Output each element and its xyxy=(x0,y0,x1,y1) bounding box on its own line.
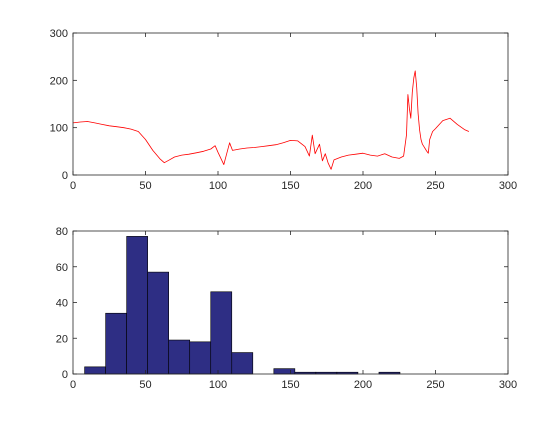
line-plot-x-tick-label: 200 xyxy=(354,180,372,192)
histogram-y-tick-label: 0 xyxy=(62,369,68,381)
histogram-x-tick-label: 100 xyxy=(209,379,227,391)
histogram-x-tick-label: 50 xyxy=(139,379,151,391)
histogram-bar xyxy=(84,366,106,375)
histogram-x-tick-label: 300 xyxy=(499,379,517,391)
line-plot-x-tick-label: 250 xyxy=(426,180,444,192)
histogram-bar xyxy=(210,291,233,375)
histogram-bar xyxy=(168,339,191,375)
line-plot-x-tick-label: 300 xyxy=(499,180,517,192)
line-plot-y-tick-label: 200 xyxy=(50,75,68,87)
histogram-x-tick-label: 200 xyxy=(354,379,372,391)
histogram-x-tick-label: 150 xyxy=(281,379,299,391)
line-plot-y-tick-label: 100 xyxy=(50,123,68,135)
line-plot-x-tick-label: 100 xyxy=(209,180,227,192)
line-plot-x-tick-label: 150 xyxy=(281,180,299,192)
line-plot-y-tick-label: 300 xyxy=(50,28,68,40)
histogram-bar xyxy=(231,352,254,375)
histogram-y-tick-label: 80 xyxy=(56,226,68,238)
histogram-x-tick-label: 250 xyxy=(426,379,444,391)
histogram-y-tick-label: 20 xyxy=(56,333,68,345)
histogram-y-tick-label: 60 xyxy=(56,262,68,274)
histogram-bar xyxy=(126,236,148,375)
histogram-bar xyxy=(273,368,296,375)
histogram-x-tick-label: 0 xyxy=(70,379,76,391)
series-line xyxy=(72,70,470,170)
line-plot-plot-area xyxy=(73,33,508,175)
histogram-axes: 0 50 100 150 200 250 300 0 20 40 60 80 xyxy=(56,226,517,391)
histogram-bar xyxy=(105,312,127,375)
histogram-bar xyxy=(189,341,212,375)
histogram-bar xyxy=(147,271,170,375)
line-plot-axes: 0 50 100 150 200 250 300 0 100 200 300 xyxy=(50,28,518,192)
histogram-y-tick-label: 40 xyxy=(56,298,68,310)
line-plot-y-tick-label: 0 xyxy=(62,170,68,182)
line-plot-x-tick-label: 0 xyxy=(70,180,76,192)
line-plot-x-tick-label: 50 xyxy=(139,180,151,192)
